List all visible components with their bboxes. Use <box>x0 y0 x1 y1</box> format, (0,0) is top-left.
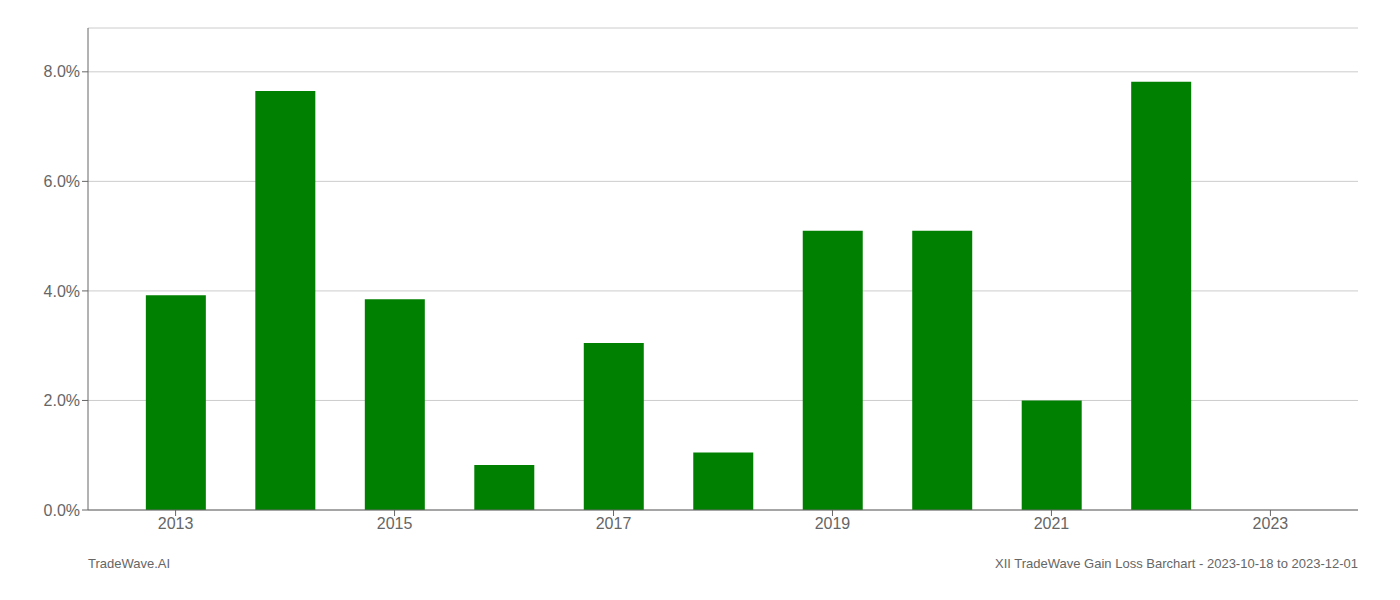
svg-text:0.0%: 0.0% <box>44 502 80 519</box>
svg-text:2.0%: 2.0% <box>44 392 80 409</box>
svg-text:2023: 2023 <box>1253 515 1289 532</box>
svg-text:2013: 2013 <box>158 515 194 532</box>
svg-text:4.0%: 4.0% <box>44 283 80 300</box>
svg-text:6.0%: 6.0% <box>44 173 80 190</box>
html-text:XII TradeWave Gain Loss Barcha: XII TradeWave Gain Loss Barchart - 2023-… <box>995 556 1358 571</box>
svg-text:2019: 2019 <box>815 515 851 532</box>
svg-text:2017: 2017 <box>596 515 632 532</box>
html-text:TradeWave.AI: TradeWave.AI <box>88 556 171 571</box>
svg-text:8.0%: 8.0% <box>44 63 80 80</box>
svg-text:2021: 2021 <box>1034 515 1070 532</box>
svg-text:2015: 2015 <box>377 515 413 532</box>
